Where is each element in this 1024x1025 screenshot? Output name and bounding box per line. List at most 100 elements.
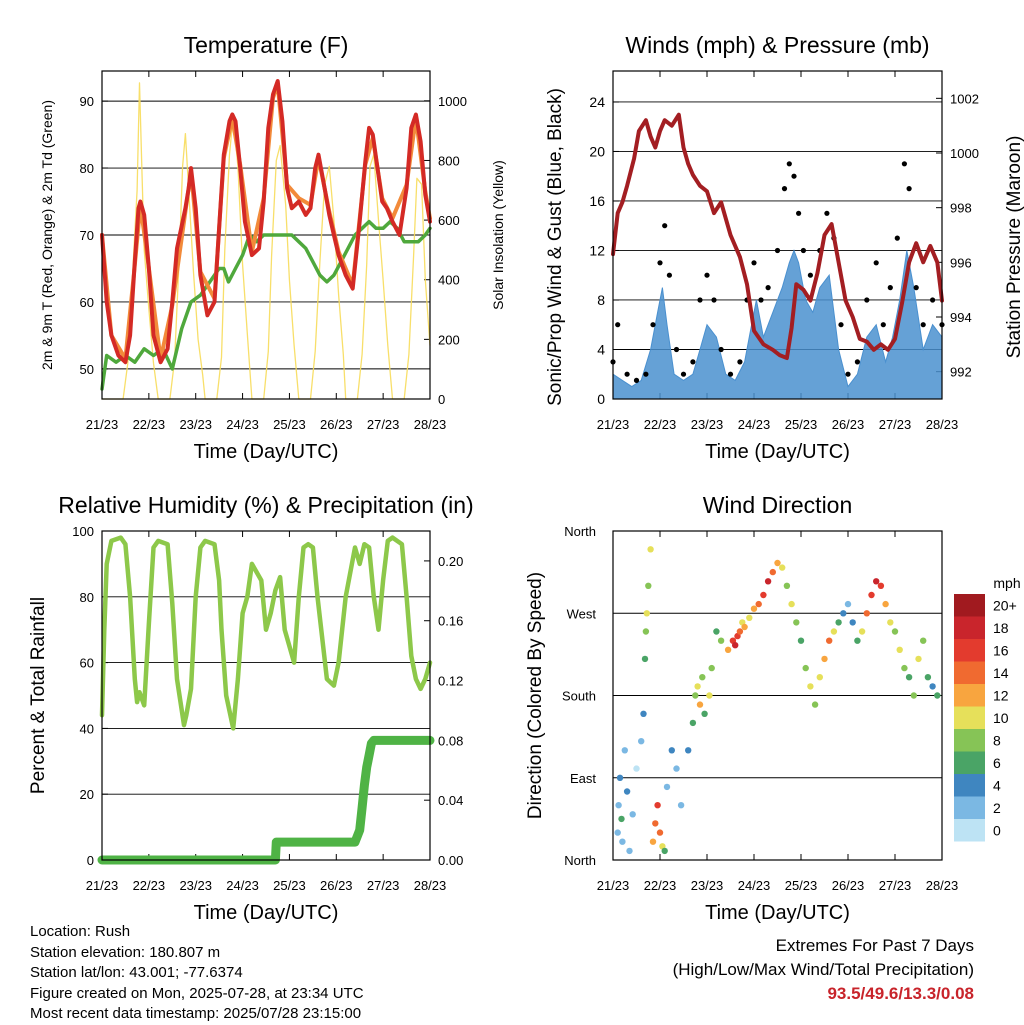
colorbar-swatch xyxy=(954,661,985,684)
station-location: Location: Rush xyxy=(30,923,131,940)
gust-point xyxy=(906,186,912,192)
gust-point xyxy=(845,371,851,377)
temperature-xtick-label: 24/23 xyxy=(226,417,259,432)
temperature-y2tick-label: 0 xyxy=(438,392,445,407)
gust-point xyxy=(711,297,717,303)
gust-point xyxy=(666,272,673,278)
direction-point xyxy=(668,747,675,754)
colorbar-unit: mph xyxy=(993,575,1020,591)
direction-point xyxy=(868,591,875,599)
colorbar-swatch xyxy=(954,639,985,662)
direction-xtick-label: 25/23 xyxy=(785,878,818,893)
winds-ytick-label: 4 xyxy=(597,341,605,357)
direction-point xyxy=(816,674,823,681)
winds-xtick-label: 23/23 xyxy=(691,417,724,432)
gust-point xyxy=(758,297,764,303)
humidity-xtick-label: 21/23 xyxy=(86,878,119,893)
gust-point xyxy=(781,186,788,192)
direction-point xyxy=(797,637,805,644)
direction-point xyxy=(663,783,671,791)
temperature-xtick-label: 26/23 xyxy=(320,417,353,432)
direction-xtick-label: 23/23 xyxy=(691,878,724,893)
gust-point xyxy=(633,377,640,383)
gust-point xyxy=(697,297,703,303)
colorbar-label: 0 xyxy=(993,822,1001,838)
temp-2m-line xyxy=(100,79,432,365)
direction-point xyxy=(638,738,645,745)
humidity-xtick-label: 27/23 xyxy=(367,878,400,893)
direction-point xyxy=(835,619,842,626)
direction-point xyxy=(793,619,800,626)
gust-point xyxy=(643,371,649,377)
winds-ytick-label: 12 xyxy=(589,242,605,258)
relative-humidity-line xyxy=(99,535,433,731)
direction-point xyxy=(692,692,699,699)
direction-xtick-label: 28/23 xyxy=(926,878,959,893)
gust-point xyxy=(751,260,757,266)
humidity-y2tick-label: 0.04 xyxy=(438,793,463,808)
direction-point xyxy=(661,847,668,855)
temperature-ytick-label: 90 xyxy=(80,94,94,109)
direction-point xyxy=(677,802,685,809)
temperature-y2tick-label: 800 xyxy=(438,153,460,168)
gust-point xyxy=(913,285,919,291)
colorbar-swatch xyxy=(954,616,985,639)
humidity-ytick-label: 80 xyxy=(80,590,94,605)
winds-y2tick-label: 1002 xyxy=(950,91,979,106)
winds-xtick-label: 27/23 xyxy=(879,417,912,432)
direction-ytick-label: North xyxy=(564,524,596,539)
direction-point xyxy=(849,619,856,626)
colorbar-label: 2 xyxy=(993,800,1001,816)
humidity-y2tick-label: 0.12 xyxy=(438,674,463,689)
direction-point xyxy=(741,623,748,631)
humidity-frame xyxy=(101,530,431,861)
direction-point xyxy=(614,829,621,836)
gust-point xyxy=(887,285,893,291)
direction-frame xyxy=(612,530,943,861)
colorbar-label: 6 xyxy=(993,755,1001,771)
direction-xtick-label: 22/23 xyxy=(644,878,677,893)
colorbar-swatch xyxy=(954,796,985,819)
winds-ylabel: Sonic/Prop Wind & Gust (Blue, Black) xyxy=(545,88,566,406)
temperature-ytick-label: 50 xyxy=(80,362,94,377)
humidity-ytick-label: 40 xyxy=(80,721,94,736)
direction-point xyxy=(732,642,739,649)
direction-point xyxy=(873,578,880,585)
station-elevation: Station elevation: 180.807 m xyxy=(30,943,221,961)
gust-point xyxy=(690,359,696,365)
extremes-subtitle: (High/Low/Max Wind/Total Precipitation) xyxy=(672,960,974,979)
direction-point xyxy=(623,788,631,795)
gust-point xyxy=(800,247,807,254)
direction-point xyxy=(774,559,781,567)
humidity-xlabel: Time (Day/UTC) xyxy=(194,902,339,924)
direction-point xyxy=(706,692,713,699)
direction-xlabel: Time (Day/UTC) xyxy=(705,902,850,924)
direction-point xyxy=(621,747,628,754)
extremes-values: 93.5/49.6/13.3/0.08 xyxy=(827,984,974,1003)
direction-point xyxy=(618,815,625,823)
direction-point xyxy=(750,605,758,612)
temperature-xtick-label: 21/23 xyxy=(86,417,119,432)
direction-point xyxy=(887,619,894,626)
winds-ytick-label: 8 xyxy=(597,292,605,308)
direction-point xyxy=(640,710,647,717)
extremes-box: Extremes For Past 7 Days (High/Low/Max W… xyxy=(673,934,974,1006)
direction-point xyxy=(696,701,704,708)
humidity-ytick-label: 20 xyxy=(80,787,94,802)
direction-point xyxy=(924,674,932,681)
direction-point xyxy=(760,591,767,599)
humidity-xtick-label: 25/23 xyxy=(273,878,306,893)
temperature-ylabel: 2m & 9m T (Red, Orange) & 2m Td (Green) xyxy=(39,100,55,370)
direction-point xyxy=(685,747,692,754)
gust-point xyxy=(920,322,926,328)
direction-point xyxy=(689,719,697,727)
gust-point xyxy=(765,285,771,291)
direction-xtick-label: 26/23 xyxy=(832,878,865,893)
direction-point xyxy=(633,765,640,772)
gust-point xyxy=(894,235,900,241)
colorbar-label: 12 xyxy=(993,687,1009,703)
colorbar-label: 18 xyxy=(993,620,1009,636)
winds-y2tick-label: 992 xyxy=(950,365,972,380)
direction-point xyxy=(769,568,776,576)
